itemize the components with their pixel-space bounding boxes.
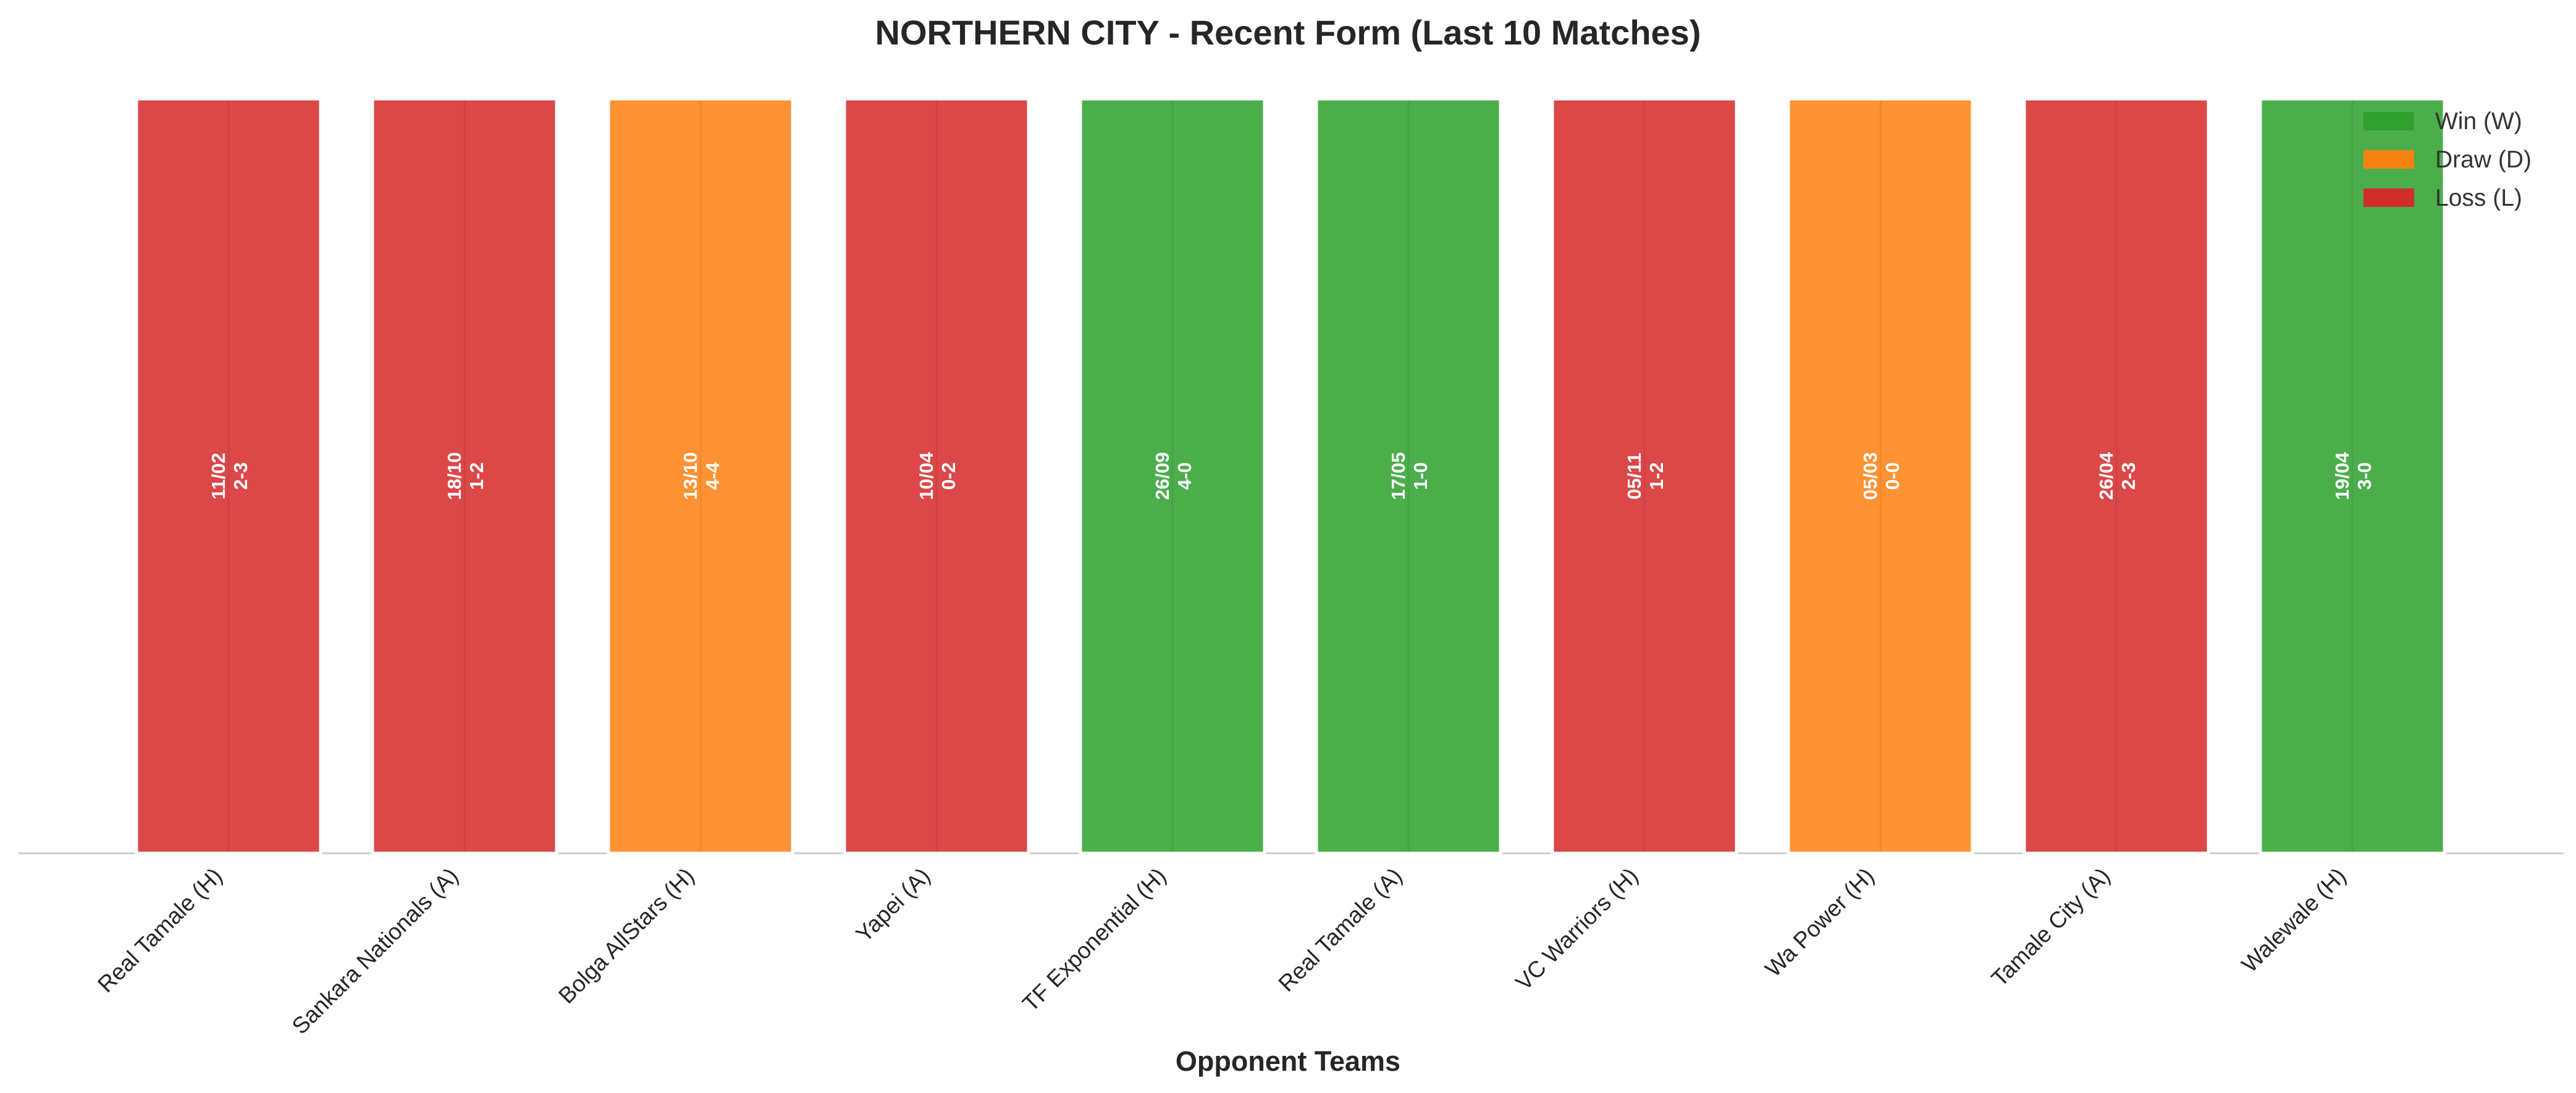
- bar-3: [607, 97, 794, 855]
- bar-date-8: 05/03: [1859, 452, 1881, 500]
- bar-score-7: 1-2: [1646, 462, 1667, 490]
- x-tick-label-1: Real Tamale (H): [93, 863, 227, 998]
- bar-1: [135, 97, 322, 855]
- bar-date-3: 13/10: [680, 452, 701, 500]
- bar-date-9: 26/04: [2095, 452, 2117, 500]
- x-tick-labels-group: Real Tamale (H) Sankara Nationals (A) Bolg…: [93, 863, 2351, 1039]
- bar-label-5: 26/094-0: [1151, 452, 1195, 500]
- bar-score-9: 2-3: [2118, 462, 2139, 490]
- bar-date-6: 17/05: [1387, 452, 1409, 500]
- legend-label-d: Draw (D): [2435, 146, 2532, 173]
- bar-label-6: 17/051-0: [1387, 452, 1431, 500]
- bar-date-5: 26/09: [1151, 452, 1173, 500]
- bar-8: [1787, 97, 1974, 855]
- bar-label-9: 26/042-3: [2095, 452, 2139, 500]
- bar-label-1: 11/022-3: [208, 453, 251, 500]
- bar-score-1: 2-3: [230, 462, 251, 490]
- bar-label-2: 18/101-2: [444, 452, 487, 500]
- bar-4: [843, 97, 1030, 855]
- bar-7: [1551, 97, 1738, 855]
- bar-score-5: 4-0: [1174, 462, 1195, 490]
- bar-5: [1079, 97, 1266, 855]
- bar-score-3: 4-4: [702, 462, 723, 490]
- x-tick-label-9: Tamale City (A): [1987, 863, 2115, 992]
- bar-score-6: 1-0: [1410, 462, 1431, 490]
- x-tick-label-8: Wa Power (H): [1760, 863, 1879, 982]
- x-tick-label-3: Bolga AllStars (H): [554, 863, 699, 1008]
- bar-9: [2022, 97, 2210, 855]
- bars-group: [135, 97, 2446, 855]
- bar-label-7: 05/111-2: [1623, 453, 1667, 500]
- bar-6: [1315, 97, 1502, 855]
- x-axis-title: Opponent Teams: [1176, 1045, 1400, 1077]
- x-tick-label-6: Real Tamale (A): [1274, 863, 1407, 997]
- bar-date-10: 19/04: [2331, 452, 2353, 500]
- bar-score-8: 0-0: [1882, 462, 1903, 490]
- legend-label-w: Win (W): [2435, 108, 2522, 135]
- legend-swatch-l: [2363, 188, 2414, 207]
- bar-label-3: 13/104-4: [680, 452, 723, 500]
- bar-date-4: 10/04: [915, 452, 937, 500]
- bar-date-1: 11/02: [208, 453, 229, 500]
- legend-swatch-w: [2363, 112, 2414, 130]
- bar-10: [2258, 97, 2446, 855]
- x-tick-label-10: Walewale (H): [2237, 863, 2351, 977]
- legend-label-l: Loss (L): [2435, 185, 2522, 211]
- bar-score-2: 1-2: [466, 462, 487, 490]
- bar-score-10: 3-0: [2354, 462, 2375, 490]
- bar-label-10: 19/043-0: [2331, 452, 2375, 500]
- bar-2: [371, 97, 558, 855]
- bar-date-2: 18/10: [444, 452, 465, 500]
- x-tick-label-2: Sankara Nationals (A): [287, 863, 463, 1039]
- bar-label-4: 10/040-2: [915, 452, 959, 500]
- legend-swatch-d: [2363, 150, 2414, 169]
- bar-labels-group: 11/022-3 18/101-2 13/104-4 10/040-2 26/094-0…: [208, 452, 2375, 500]
- legend: Win (W) Draw (D) Loss (L): [2363, 108, 2532, 211]
- bar-label-8: 05/030-0: [1859, 452, 1903, 500]
- x-tick-label-7: VC Warriors (H): [1511, 863, 1643, 995]
- bar-score-4: 0-2: [938, 462, 959, 490]
- chart-title: NORTHERN CITY - Recent Form (Last 10 Mat…: [875, 13, 1701, 52]
- bar-date-7: 05/11: [1623, 453, 1645, 500]
- x-tick-label-5: TF Exponential (H): [1017, 863, 1171, 1017]
- x-tick-label-4: Yapei (A): [851, 863, 935, 947]
